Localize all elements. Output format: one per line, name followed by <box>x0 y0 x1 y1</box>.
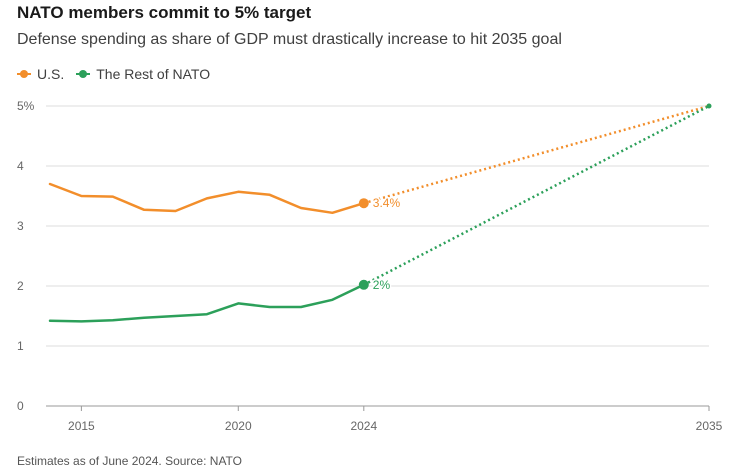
legend-swatch-us <box>17 69 31 79</box>
source-note: Estimates as of June 2024. Source: NATO <box>17 454 242 468</box>
x-tick-label-2035: 2035 <box>696 419 723 433</box>
y-tick-label-1: 1 <box>17 339 24 353</box>
x-tick-label-2015: 2015 <box>68 419 95 433</box>
chart-subtitle: Defense spending as share of GDP must dr… <box>17 31 562 48</box>
series-line-rest-of-nato <box>48 283 366 323</box>
y-tick-label-3: 3 <box>17 219 24 233</box>
x-tick-label-2024: 2024 <box>350 419 377 433</box>
target-marker-2035 <box>706 103 712 109</box>
end-marker-rest-of-nato <box>358 279 369 290</box>
y-tick-label-0: 0 <box>17 399 24 413</box>
legend-label-us: U.S. <box>37 66 65 82</box>
y-tick-label-5: 5% <box>17 99 35 113</box>
end-marker-us <box>358 198 369 209</box>
end-label-us: 3.4% <box>373 196 401 210</box>
chart-title: NATO members commit to 5% target <box>17 3 312 22</box>
x-tick-label-2020: 2020 <box>225 419 252 433</box>
legend-swatch-rest-of-nato <box>76 69 91 79</box>
projection-line-rest-of-nato <box>363 104 710 286</box>
end-label-rest-of-nato: 2% <box>373 278 391 292</box>
legend-item-us: U.S. <box>17 66 64 82</box>
y-tick-label-2: 2 <box>17 279 24 293</box>
legend-item-rest-of-nato: The Rest of NATO <box>76 66 210 82</box>
chart-legend: U.S. The Rest of NATO <box>17 66 222 82</box>
series-line-us <box>48 182 366 215</box>
projection-line-us <box>363 104 710 205</box>
y-tick-label-4: 4 <box>17 159 24 173</box>
legend-label-rest-of-nato: The Rest of NATO <box>96 66 211 82</box>
